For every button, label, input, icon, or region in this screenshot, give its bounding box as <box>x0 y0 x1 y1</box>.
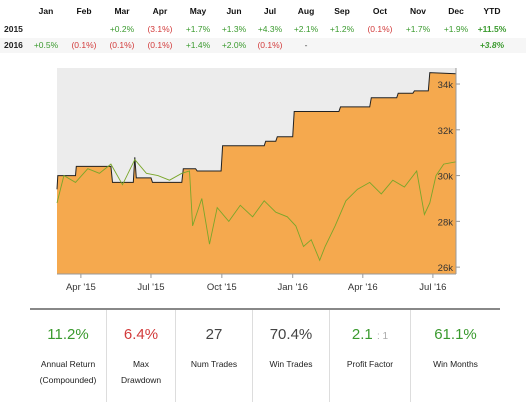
stat-value: 70.4% <box>269 326 313 343</box>
stats-panel: 11.2% Annual Return (Compounded) 6.4% Ma… <box>30 308 500 402</box>
column-header: Mar <box>114 6 130 16</box>
y-tick-label: 30k <box>438 172 454 183</box>
return-cell: +1.7% <box>405 24 431 34</box>
return-cell: +1.3% <box>221 24 247 34</box>
stat-label: Profit Factor <box>346 359 394 369</box>
ytd-cell: +3.8% <box>479 40 505 50</box>
column-header: YTD <box>483 6 501 16</box>
equity-line <box>56 72 457 190</box>
stat-win-trades: 70.4% Win Trades <box>253 310 330 402</box>
column-header: Nov <box>409 6 427 16</box>
column-header: Jan <box>38 6 54 16</box>
table-row: 2016 +0.5% (0.1%) (0.1%) (0.1%) +1.4% +2.0% (0.… <box>0 38 526 53</box>
return-cell <box>323 38 361 53</box>
stat-label: Win Trades <box>269 359 313 369</box>
return-cell: +4.3% <box>257 24 283 34</box>
stat-label: Max Drawdown <box>121 359 162 385</box>
y-tick-label: 34k <box>438 80 454 91</box>
return-cell: +2.1% <box>293 24 319 34</box>
stat-annual-return: 11.2% Annual Return (Compounded) <box>30 310 107 402</box>
stat-value: 6.4% <box>123 326 159 343</box>
return-cell: (0.1%) <box>257 40 283 50</box>
x-tick-label: Jul '15 <box>137 282 164 293</box>
x-tick-label: Oct '15 <box>207 282 237 293</box>
row-year: 2015 <box>4 24 23 34</box>
equity-area <box>57 72 456 274</box>
stat-value: 2.1 : 1 <box>330 326 410 343</box>
column-header: Dec <box>448 6 464 16</box>
column-header: Aug <box>297 6 315 16</box>
x-tick-label: Apr '15 <box>66 282 96 293</box>
stat-value: 11.2% <box>47 326 89 343</box>
x-tick-label: Jul '16 <box>419 282 446 293</box>
stat-value: 27 <box>205 326 223 343</box>
return-cell: +1.4% <box>185 40 211 50</box>
profit-factor-value: 2.1 <box>351 326 373 343</box>
y-tick-label: 28k <box>438 217 454 228</box>
return-cell <box>66 22 102 37</box>
column-header: May <box>189 6 207 16</box>
return-cell: - <box>304 40 308 50</box>
monthly-returns-table: Jan Feb Mar Apr May Jun Jul Aug Sep Oct Nov Dec YTD … <box>0 0 526 58</box>
table-header-row: Jan Feb Mar Apr May Jun Jul Aug Sep Oct Nov Dec YTD <box>0 4 526 19</box>
x-tick-label: Jan '16 <box>278 282 308 293</box>
return-cell: (0.1%) <box>367 24 393 34</box>
return-cell: +2.0% <box>221 40 247 50</box>
ytd-cell: +11.5% <box>477 24 507 34</box>
return-cell: +1.9% <box>443 24 469 34</box>
table-row: 2015 +0.2% (3.1%) +1.7% +1.3% +4.3% +2.1% +1.2%… <box>0 22 526 37</box>
column-header: Apr <box>152 6 168 16</box>
return-cell <box>400 38 436 53</box>
stat-max-drawdown: 6.4% Max Drawdown <box>107 310 176 402</box>
return-cell: +1.2% <box>329 24 355 34</box>
y-tick-label: 26k <box>438 263 454 274</box>
stat-label: Win Months <box>433 359 478 369</box>
profit-factor-ratio: : 1 <box>376 331 389 342</box>
stat-label: Annual Return (Compounded) <box>39 359 97 385</box>
return-cell: +1.7% <box>185 24 211 34</box>
return-cell <box>362 38 398 53</box>
column-header: Feb <box>76 6 92 16</box>
return-cell <box>28 22 64 37</box>
equity-chart: 34k 32k 30k 28k 26k Apr '15 Jul '15 Oct '15 Jan … <box>0 58 526 298</box>
column-header: Sep <box>334 6 350 16</box>
return-cell: +0.2% <box>109 24 135 34</box>
stat-profit-factor: 2.1 : 1 Profit Factor <box>330 310 411 402</box>
return-cell: (3.1%) <box>147 24 173 34</box>
stat-win-months: 61.1% Win Months <box>411 310 500 402</box>
benchmark-line <box>56 158 457 262</box>
return-cell: (0.1%) <box>109 40 135 50</box>
return-cell: +0.5% <box>33 40 59 50</box>
stat-value: 61.1% <box>434 326 477 343</box>
row-year: 2016 <box>4 40 23 50</box>
x-tick-label: Apr '16 <box>348 282 378 293</box>
column-header: Jul <box>263 6 277 16</box>
column-header: Oct <box>372 6 388 16</box>
return-cell: (0.1%) <box>147 40 173 50</box>
chart-svg: 34k 32k 30k 28k 26k Apr '15 Jul '15 Oct '15 Jan … <box>56 68 460 293</box>
y-tick-label: 32k <box>438 126 454 137</box>
return-cell: (0.1%) <box>71 40 97 50</box>
column-header: Jun <box>226 6 242 16</box>
stat-label: Num Trades <box>190 359 238 369</box>
stat-num-trades: 27 Num Trades <box>176 310 253 402</box>
